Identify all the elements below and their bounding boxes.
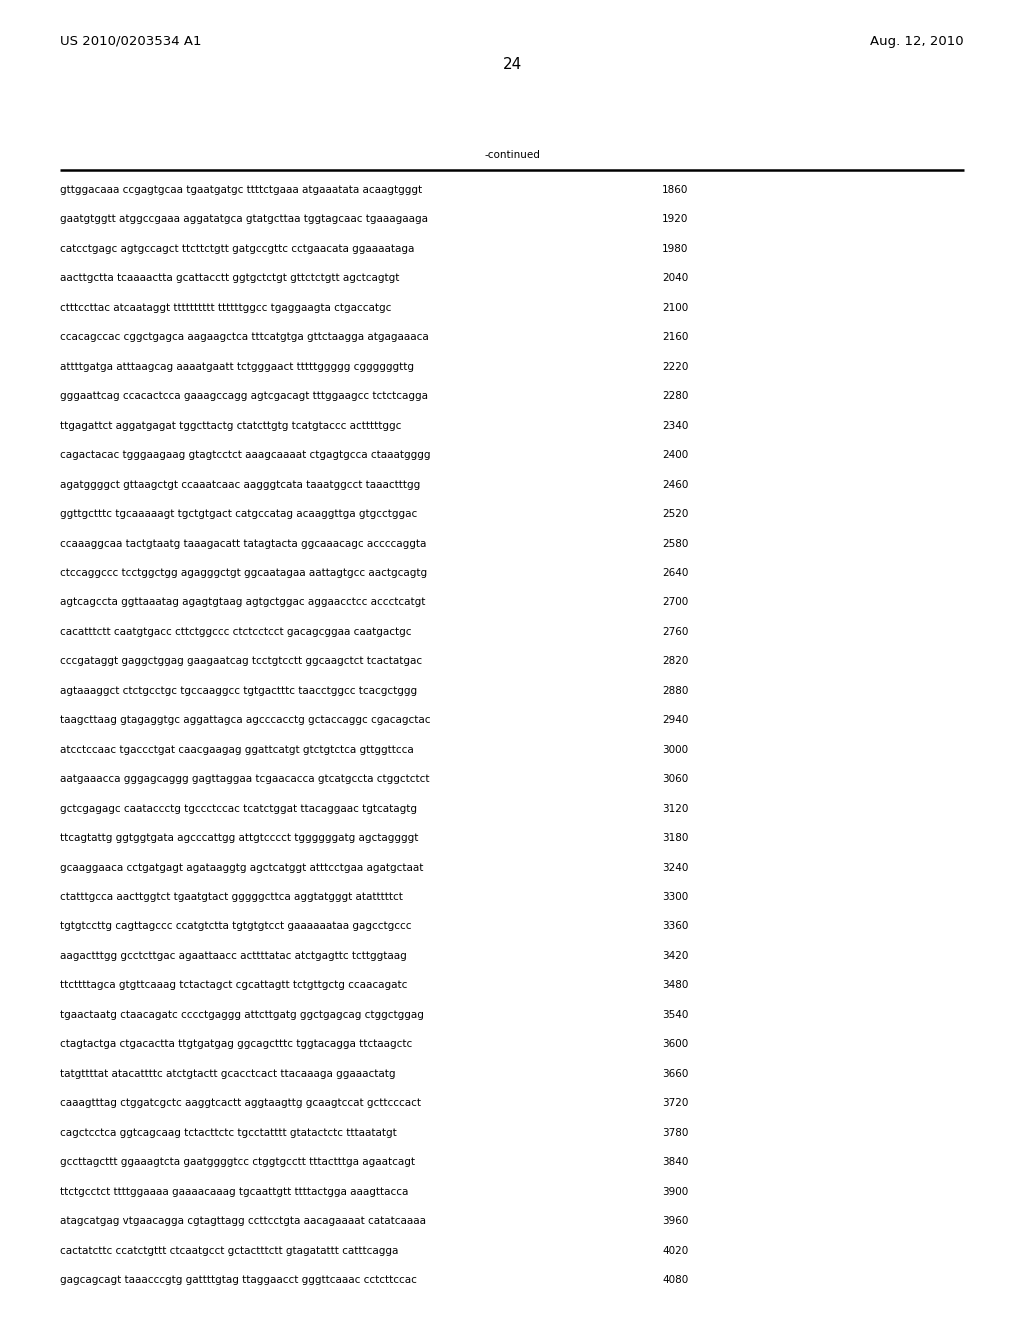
Text: 2280: 2280: [662, 391, 688, 401]
Text: 2340: 2340: [662, 421, 688, 430]
Text: 1920: 1920: [662, 214, 688, 224]
Text: US 2010/0203534 A1: US 2010/0203534 A1: [60, 36, 202, 48]
Text: 2820: 2820: [662, 656, 688, 667]
Text: 2460: 2460: [662, 479, 688, 490]
Text: aatgaaacca gggagcaggg gagttaggaa tcgaacacca gtcatgccta ctggctctct: aatgaaacca gggagcaggg gagttaggaa tcgaaca…: [60, 775, 429, 784]
Text: cagctcctca ggtcagcaag tctacttctc tgcctatttt gtatactctc tttaatatgt: cagctcctca ggtcagcaag tctacttctc tgcctat…: [60, 1127, 396, 1138]
Text: 3840: 3840: [662, 1158, 688, 1167]
Text: 3420: 3420: [662, 950, 688, 961]
Text: cactatcttc ccatctgttt ctcaatgcct gctactttctt gtagatattt catttcagga: cactatcttc ccatctgttt ctcaatgcct gctactt…: [60, 1246, 398, 1255]
Text: gagcagcagt taaacccgtg gattttgtag ttaggaacct gggttcaaac cctcttccac: gagcagcagt taaacccgtg gattttgtag ttaggaa…: [60, 1275, 417, 1284]
Text: 1980: 1980: [662, 244, 688, 253]
Text: 2400: 2400: [662, 450, 688, 461]
Text: ctagtactga ctgacactta ttgtgatgag ggcagctttc tggtacagga ttctaagctc: ctagtactga ctgacactta ttgtgatgag ggcagct…: [60, 1039, 413, 1049]
Text: 3540: 3540: [662, 1010, 688, 1020]
Text: cccgataggt gaggctggag gaagaatcag tcctgtcctt ggcaagctct tcactatgac: cccgataggt gaggctggag gaagaatcag tcctgtc…: [60, 656, 422, 667]
Text: 4080: 4080: [662, 1275, 688, 1284]
Text: aagactttgg gcctcttgac agaattaacc acttttatac atctgagttc tcttggtaag: aagactttgg gcctcttgac agaattaacc actttta…: [60, 950, 407, 961]
Text: ttcttttagca gtgttcaaag tctactagct cgcattagtt tctgttgctg ccaacagatc: ttcttttagca gtgttcaaag tctactagct cgcatt…: [60, 981, 408, 990]
Text: cagactacac tgggaagaag gtagtcctct aaagcaaaat ctgagtgcca ctaaatgggg: cagactacac tgggaagaag gtagtcctct aaagcaa…: [60, 450, 430, 461]
Text: tgaactaatg ctaacagatc cccctgaggg attcttgatg ggctgagcag ctggctggag: tgaactaatg ctaacagatc cccctgaggg attcttg…: [60, 1010, 424, 1020]
Text: agtaaaggct ctctgcctgc tgccaaggcc tgtgactttc taacctggcc tcacgctggg: agtaaaggct ctctgcctgc tgccaaggcc tgtgact…: [60, 686, 417, 696]
Text: 3960: 3960: [662, 1216, 688, 1226]
Text: atagcatgag vtgaacagga cgtagttagg ccttcctgta aacagaaaat catatcaaaa: atagcatgag vtgaacagga cgtagttagg ccttcct…: [60, 1216, 426, 1226]
Text: gaatgtggtt atggccgaaa aggatatgca gtatgcttaa tggtagcaac tgaaagaaga: gaatgtggtt atggccgaaa aggatatgca gtatgct…: [60, 214, 428, 224]
Text: aacttgctta tcaaaactta gcattacctt ggtgctctgt gttctctgtt agctcagtgt: aacttgctta tcaaaactta gcattacctt ggtgctc…: [60, 273, 399, 284]
Text: 3900: 3900: [662, 1187, 688, 1197]
Text: 4020: 4020: [662, 1246, 688, 1255]
Text: 2700: 2700: [662, 598, 688, 607]
Text: 3120: 3120: [662, 804, 688, 813]
Text: 2160: 2160: [662, 333, 688, 342]
Text: 3480: 3480: [662, 981, 688, 990]
Text: 2940: 2940: [662, 715, 688, 725]
Text: agatggggct gttaagctgt ccaaatcaac aagggtcata taaatggcct taaactttgg: agatggggct gttaagctgt ccaaatcaac aagggtc…: [60, 479, 420, 490]
Text: 2040: 2040: [662, 273, 688, 284]
Text: 3780: 3780: [662, 1127, 688, 1138]
Text: gggaattcag ccacactcca gaaagccagg agtcgacagt tttggaagcc tctctcagga: gggaattcag ccacactcca gaaagccagg agtcgac…: [60, 391, 428, 401]
Text: 2100: 2100: [662, 302, 688, 313]
Text: Aug. 12, 2010: Aug. 12, 2010: [870, 36, 964, 48]
Text: -continued: -continued: [484, 150, 540, 160]
Text: ccaaaggcaa tactgtaatg taaagacatt tatagtacta ggcaaacagc accccaggta: ccaaaggcaa tactgtaatg taaagacatt tatagta…: [60, 539, 426, 549]
Text: caaagtttag ctggatcgctc aaggtcactt aggtaagttg gcaagtccat gcttcccact: caaagtttag ctggatcgctc aaggtcactt aggtaa…: [60, 1098, 421, 1109]
Text: ctccaggccc tcctggctgg agagggctgt ggcaatagaa aattagtgcc aactgcagtg: ctccaggccc tcctggctgg agagggctgt ggcaata…: [60, 568, 427, 578]
Text: 2640: 2640: [662, 568, 688, 578]
Text: gcaaggaaca cctgatgagt agataaggtg agctcatggt atttcctgaa agatgctaat: gcaaggaaca cctgatgagt agataaggtg agctcat…: [60, 862, 423, 873]
Text: ttcagtattg ggtggtgata agcccattgg attgtcccct tggggggatg agctaggggt: ttcagtattg ggtggtgata agcccattgg attgtcc…: [60, 833, 419, 843]
Text: 3660: 3660: [662, 1069, 688, 1078]
Text: taagcttaag gtagaggtgc aggattagca agcccacctg gctaccaggc cgacagctac: taagcttaag gtagaggtgc aggattagca agcccac…: [60, 715, 430, 725]
Text: gccttagcttt ggaaagtcta gaatggggtcc ctggtgcctt tttactttga agaatcagt: gccttagcttt ggaaagtcta gaatggggtcc ctggt…: [60, 1158, 415, 1167]
Text: 3600: 3600: [662, 1039, 688, 1049]
Text: 2760: 2760: [662, 627, 688, 636]
Text: ttctgcctct ttttggaaaa gaaaacaaag tgcaattgtt ttttactgga aaagttacca: ttctgcctct ttttggaaaa gaaaacaaag tgcaatt…: [60, 1187, 409, 1197]
Text: 24: 24: [503, 57, 521, 73]
Text: tatgttttat atacattttc atctgtactt gcacctcact ttacaaaga ggaaactatg: tatgttttat atacattttc atctgtactt gcacctc…: [60, 1069, 395, 1078]
Text: catcctgagc agtgccagct ttcttctgtt gatgccgttc cctgaacata ggaaaataga: catcctgagc agtgccagct ttcttctgtt gatgccg…: [60, 244, 415, 253]
Text: 2220: 2220: [662, 362, 688, 372]
Text: ctttccttac atcaataggt tttttttttt ttttttggcc tgaggaagta ctgaccatgc: ctttccttac atcaataggt tttttttttt ttttttg…: [60, 302, 391, 313]
Text: 3060: 3060: [662, 775, 688, 784]
Text: ctatttgcca aacttggtct tgaatgtact gggggcttca aggtatgggt atatttttct: ctatttgcca aacttggtct tgaatgtact gggggct…: [60, 892, 402, 902]
Text: 2880: 2880: [662, 686, 688, 696]
Text: 1860: 1860: [662, 185, 688, 195]
Text: 3360: 3360: [662, 921, 688, 932]
Text: cacatttctt caatgtgacc cttctggccc ctctcctcct gacagcggaa caatgactgc: cacatttctt caatgtgacc cttctggccc ctctcct…: [60, 627, 412, 636]
Text: 3240: 3240: [662, 862, 688, 873]
Text: gttggacaaa ccgagtgcaa tgaatgatgc ttttctgaaa atgaaatata acaagtgggt: gttggacaaa ccgagtgcaa tgaatgatgc ttttctg…: [60, 185, 422, 195]
Text: atcctccaac tgaccctgat caacgaagag ggattcatgt gtctgtctca gttggttcca: atcctccaac tgaccctgat caacgaagag ggattca…: [60, 744, 414, 755]
Text: gctcgagagc caataccctg tgccctccac tcatctggat ttacaggaac tgtcatagtg: gctcgagagc caataccctg tgccctccac tcatctg…: [60, 804, 417, 813]
Text: 3720: 3720: [662, 1098, 688, 1109]
Text: 2580: 2580: [662, 539, 688, 549]
Text: 3300: 3300: [662, 892, 688, 902]
Text: tgtgtccttg cagttagccc ccatgtctta tgtgtgtcct gaaaaaataa gagcctgccc: tgtgtccttg cagttagccc ccatgtctta tgtgtgt…: [60, 921, 412, 932]
Text: agtcagccta ggttaaatag agagtgtaag agtgctggac aggaacctcc accctcatgt: agtcagccta ggttaaatag agagtgtaag agtgctg…: [60, 598, 425, 607]
Text: 2520: 2520: [662, 510, 688, 519]
Text: ggttgctttc tgcaaaaagt tgctgtgact catgccatag acaaggttga gtgcctggac: ggttgctttc tgcaaaaagt tgctgtgact catgcca…: [60, 510, 417, 519]
Text: ttgagattct aggatgagat tggcttactg ctatcttgtg tcatgtaccc actttttggc: ttgagattct aggatgagat tggcttactg ctatctt…: [60, 421, 401, 430]
Text: 3000: 3000: [662, 744, 688, 755]
Text: 3180: 3180: [662, 833, 688, 843]
Text: ccacagccac cggctgagca aagaagctca tttcatgtga gttctaagga atgagaaaca: ccacagccac cggctgagca aagaagctca tttcatg…: [60, 333, 429, 342]
Text: attttgatga atttaagcag aaaatgaatt tctgggaact tttttggggg cggggggttg: attttgatga atttaagcag aaaatgaatt tctggga…: [60, 362, 414, 372]
